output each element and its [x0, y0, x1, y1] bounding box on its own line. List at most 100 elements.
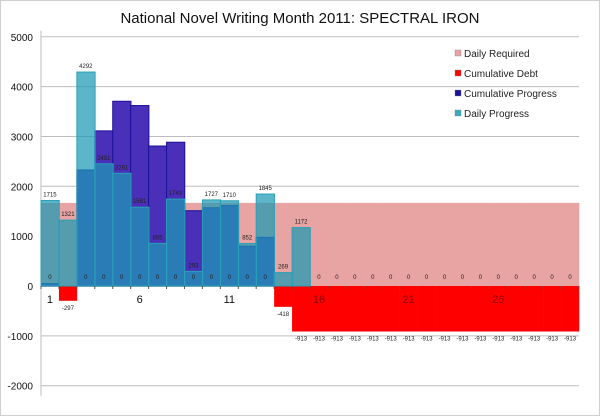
- daily-progress-bar: [94, 163, 114, 287]
- cumulative-debt-bar: [507, 286, 526, 332]
- daily-progress-label: 0: [425, 275, 429, 281]
- cumulative-debt-label: -913: [313, 337, 326, 343]
- cumulative-debt-bar: [327, 286, 347, 332]
- cumulative-debt-label: -418: [277, 312, 290, 318]
- legend-swatch: [454, 89, 462, 97]
- cumulative-debt-label: 0: [138, 275, 142, 281]
- daily-required-bar: [417, 202, 436, 286]
- daily-progress-bar: [166, 198, 186, 287]
- daily-progress-label: 1581: [133, 199, 147, 205]
- cumulative-debt-bar: [363, 286, 383, 332]
- daily-progress-label: 1715: [43, 193, 57, 199]
- cumulative-debt-label: -913: [456, 337, 469, 343]
- daily-progress-label: 1321: [61, 212, 75, 218]
- cumulative-debt-bar: [310, 286, 329, 332]
- chart-title: National Novel Writing Month 2011: SPECT…: [120, 10, 480, 27]
- cumulative-debt-bar: [453, 286, 472, 332]
- daily-progress-bar: [273, 272, 293, 287]
- y-tick-label: 3000: [11, 132, 34, 143]
- daily-progress-label: 1845: [258, 186, 272, 192]
- y-tick-label: -2000: [7, 382, 33, 393]
- y-tick-label: 4000: [11, 83, 34, 94]
- cumulative-debt-label: 0: [192, 275, 196, 281]
- daily-progress-label: 0: [515, 275, 519, 281]
- daily-progress-bar: [255, 193, 275, 287]
- daily-progress-label: 1710: [223, 193, 237, 199]
- cumulative-debt-label: -913: [474, 337, 487, 343]
- daily-progress-bar: [58, 219, 78, 287]
- cumulative-debt-label: -913: [421, 337, 434, 343]
- cumulative-debt-label: 0: [156, 275, 160, 281]
- cumulative-debt-label: -913: [385, 337, 398, 343]
- daily-required-bar: [507, 202, 526, 286]
- x-tick-label: 1: [47, 294, 53, 306]
- cumulative-debt-label: -913: [403, 337, 416, 343]
- y-tick-label: 2000: [11, 182, 34, 193]
- cumulative-debt-bar: [561, 286, 580, 332]
- legend-label: Cumulative Progress: [464, 89, 557, 100]
- cumulative-debt-label: 0: [228, 275, 232, 281]
- daily-progress-label: 0: [461, 275, 465, 281]
- daily-required-bar: [399, 202, 418, 286]
- daily-required-bar: [435, 202, 454, 286]
- daily-progress-bar: [201, 199, 222, 287]
- daily-progress-label: 0: [550, 275, 554, 281]
- daily-progress-label: 855: [153, 235, 164, 241]
- daily-progress-label: 4292: [79, 64, 93, 70]
- daily-progress-label: 2261: [115, 165, 129, 171]
- daily-progress-label: 1727: [205, 192, 219, 198]
- cumulative-debt-bar: [292, 286, 311, 332]
- legend-swatch: [454, 49, 462, 57]
- cumulative-debt-label: -913: [331, 337, 344, 343]
- cumulative-debt-label: 0: [174, 275, 178, 281]
- cumulative-debt-label: -913: [367, 337, 380, 343]
- cumulative-debt-bar: [381, 286, 400, 332]
- daily-progress-label: 0: [389, 275, 393, 281]
- x-tick-label: 16: [313, 294, 325, 306]
- daily-progress-label: 0: [532, 275, 536, 281]
- daily-progress-label: 0: [335, 275, 339, 281]
- daily-progress-label: 0: [497, 275, 501, 281]
- daily-progress-label: 1172: [295, 220, 309, 226]
- daily-required-bar: [525, 202, 544, 286]
- daily-progress-label: 0: [407, 275, 411, 281]
- cumulative-debt-bar: [471, 286, 490, 332]
- daily-progress-bar: [40, 200, 60, 287]
- daily-required-bar: [345, 202, 365, 286]
- daily-progress-bar: [219, 200, 240, 287]
- cumulative-debt-bar: [543, 286, 562, 332]
- cumulative-debt-label: -913: [492, 337, 505, 343]
- x-tick-label: 6: [137, 294, 143, 306]
- cumulative-debt-label: -913: [349, 337, 362, 343]
- y-tick-label: 5000: [11, 33, 34, 44]
- legend-label: Cumulative Debt: [464, 69, 538, 80]
- daily-required-bar: [561, 202, 580, 286]
- cumulative-debt-label: -913: [510, 337, 523, 343]
- cumulative-debt-label: 0: [210, 275, 214, 281]
- daily-required-bar: [471, 202, 490, 286]
- y-tick-label: 1000: [11, 232, 34, 243]
- daily-required-bar: [327, 202, 347, 286]
- daily-required-bar: [543, 202, 562, 286]
- daily-progress-bar: [112, 172, 132, 287]
- cumulative-debt-label: -913: [546, 337, 559, 343]
- daily-progress-label: 0: [479, 275, 483, 281]
- cumulative-debt-label: -913: [564, 337, 577, 343]
- daily-required-bar: [274, 202, 293, 286]
- cumulative-debt-label: -297: [62, 306, 75, 312]
- daily-required-bar: [310, 202, 329, 286]
- daily-progress-label: 0: [443, 275, 447, 281]
- cumulative-debt-label: 0: [102, 275, 106, 281]
- daily-required-bar: [453, 202, 472, 286]
- y-tick-label: -1000: [7, 332, 33, 343]
- cumulative-debt-bar: [345, 286, 365, 332]
- cumulative-debt-bar: [489, 286, 508, 332]
- daily-progress-label: 0: [317, 275, 321, 281]
- cumulative-debt-label: -913: [295, 337, 308, 343]
- cumulative-debt-bar: [525, 286, 544, 332]
- daily-required-bar: [363, 202, 383, 286]
- daily-progress-bar: [291, 227, 311, 287]
- legend-swatch: [454, 109, 462, 117]
- legend-label: Daily Progress: [464, 109, 529, 120]
